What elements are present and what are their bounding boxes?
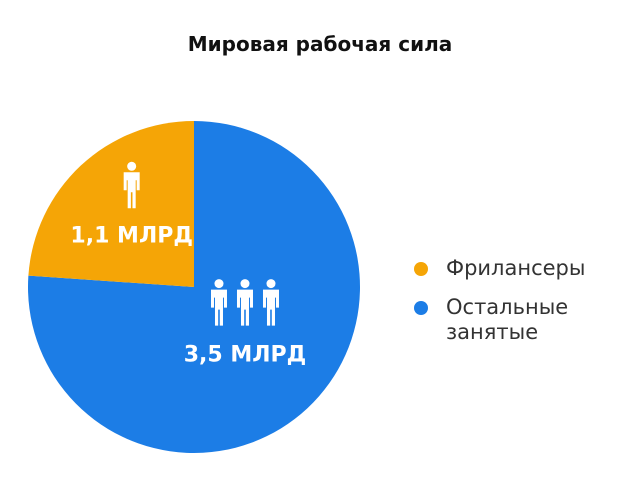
person-icon <box>262 279 279 326</box>
pie-slice-freelancers <box>28 121 195 287</box>
legend-label-freelancers: Фрилансеры <box>446 256 586 280</box>
legend-swatch-others <box>414 301 428 315</box>
person-icon <box>236 279 253 326</box>
legend-item-others: Остальные занятые <box>414 295 616 345</box>
slice-value-label: 1,1 МЛРД <box>70 223 193 248</box>
pie-slice-others <box>27 121 360 454</box>
legend: Фрилансеры Остальные занятые <box>414 256 616 359</box>
legend-label-others: Остальные занятые <box>446 295 569 344</box>
person-icon <box>210 279 227 326</box>
slice-value-label: 3,5 МЛРД <box>184 343 307 368</box>
legend-item-freelancers: Фрилансеры <box>414 256 616 281</box>
chart-title: Мировая рабочая сила <box>187 32 453 56</box>
legend-swatch-freelancers <box>414 262 428 276</box>
person-icon <box>123 161 140 209</box>
